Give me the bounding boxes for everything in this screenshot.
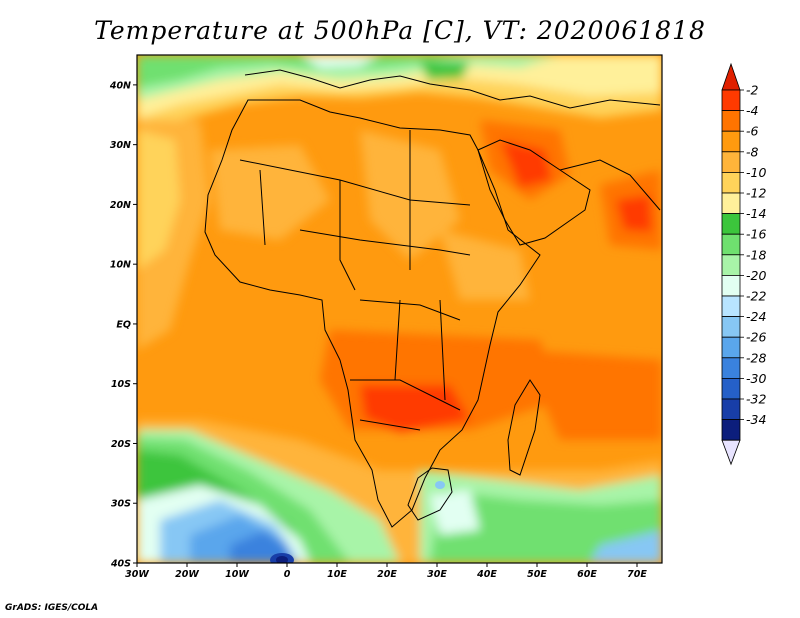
colorbar-label: -24 — [746, 309, 766, 324]
coastlines — [204, 69, 661, 528]
colorbar-label: -8 — [746, 144, 759, 159]
colorbar-swatch — [721, 213, 741, 235]
colorbar-swatch — [721, 89, 741, 112]
colorbar-swatch — [721, 233, 741, 256]
lon-tick-label: 50E — [527, 569, 547, 580]
lat-tick-label: 20N — [110, 200, 131, 211]
lon-tick-label: 30E — [427, 569, 447, 580]
colorbar-swatch — [721, 110, 741, 132]
lat-tick-label: 10S — [111, 379, 131, 390]
colorbar-label: -2 — [746, 83, 759, 98]
lat-tick-label: EQ — [116, 319, 131, 330]
colorbar-swatch — [721, 171, 741, 194]
colorbar-swatch — [721, 419, 741, 441]
colorbar-over-arrow — [721, 62, 741, 91]
colorbar-label: -20 — [746, 268, 766, 283]
colorbar-label: -26 — [746, 330, 766, 345]
lon-tick-label: 20E — [377, 569, 397, 580]
plot-frame — [136, 54, 663, 564]
colorbar-label: -18 — [746, 247, 766, 262]
colorbar-swatch — [721, 336, 741, 359]
colorbar-swatch — [721, 192, 741, 215]
colorbar-label: -14 — [746, 206, 766, 221]
colorbar: -2 -4 -6 -8 -10 -12 -14 -16 -18 -20 -22 -24 -26 -28 -3… — [721, 62, 766, 466]
colorbar-swatch — [721, 357, 741, 379]
latitude-axis: 40N 30N 20N 10N EQ 10S 20S 30S 40S — [109, 80, 137, 570]
lon-tick-label: 30W — [125, 569, 149, 580]
lat-tick-label: 30N — [110, 140, 131, 151]
longitude-axis: 30W 20W 10W 0 10E 20E 30E 40E 50E 60E 70E — [125, 563, 647, 580]
colorbar-swatch — [721, 151, 741, 173]
lon-tick-label: 40E — [476, 569, 497, 580]
colorbar-swatch — [721, 130, 741, 153]
colorbar-label: -30 — [746, 371, 766, 386]
colorbar-swatch — [721, 295, 741, 318]
colorbar-label: -6 — [746, 124, 759, 139]
colorbar-label: -16 — [746, 227, 766, 242]
lat-tick-label: 40N — [109, 80, 131, 91]
lat-tick-label: 10N — [110, 260, 131, 271]
colorbar-label: -10 — [746, 165, 766, 180]
lon-tick-label: 60E — [577, 569, 597, 580]
colorbar-swatch — [721, 377, 741, 400]
lon-tick-label: 70E — [627, 569, 647, 580]
colorbar-label: -28 — [746, 350, 766, 365]
colorbar-label: -12 — [746, 186, 766, 201]
colorbar-label: -4 — [746, 103, 759, 118]
credit-text: GrADS: IGES/COLA — [5, 603, 99, 613]
lat-tick-label: 30S — [111, 499, 131, 510]
lat-tick-label: 40S — [110, 559, 131, 570]
colorbar-label: -34 — [746, 412, 766, 427]
colorbar-swatch — [721, 316, 741, 338]
colorbar-under-arrow — [721, 439, 741, 466]
lon-tick-label: 0 — [284, 569, 291, 580]
map-title: Temperature at 500hPa [C], VT: 202006181… — [94, 16, 706, 45]
lat-tick-label: 20S — [111, 439, 131, 450]
lon-tick-label: 10E — [327, 569, 347, 580]
lon-tick-label: 10W — [225, 569, 249, 580]
colorbar-swatch — [721, 254, 741, 276]
colorbar-label: -22 — [746, 289, 766, 304]
colorbar-swatch — [721, 274, 741, 297]
colorbar-label: -32 — [746, 392, 766, 407]
lon-tick-label: 20W — [175, 569, 199, 580]
colorbar-swatch — [721, 398, 741, 421]
